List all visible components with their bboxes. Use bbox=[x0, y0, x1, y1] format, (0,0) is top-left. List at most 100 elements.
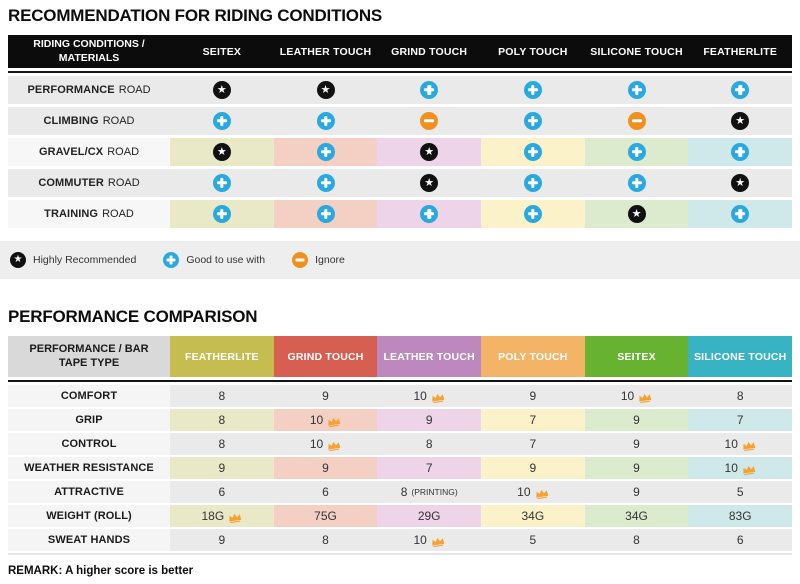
score-cell: 6 bbox=[688, 529, 793, 551]
column-header-grind-touch: GRIND TOUCH bbox=[391, 45, 468, 58]
score-cell: 83G bbox=[688, 505, 793, 527]
minus-icon bbox=[292, 252, 309, 268]
perf-column-header-grind-touch: GRIND TOUCH bbox=[273, 336, 378, 377]
rating-cell bbox=[481, 138, 585, 166]
perf-column-header-leather-touch: LEATHER TOUCH bbox=[377, 336, 482, 377]
minus-icon bbox=[627, 112, 646, 130]
star-icon bbox=[212, 143, 231, 161]
score-value: 9 bbox=[425, 413, 433, 427]
rating-cell bbox=[584, 107, 689, 135]
riding-row-climbing-road: CLIMBING ROAD bbox=[8, 107, 793, 135]
score-value: 10 bbox=[309, 413, 324, 427]
crown-icon bbox=[228, 512, 243, 524]
score-value: 10 bbox=[724, 437, 738, 451]
condition-suffix: ROAD bbox=[118, 84, 151, 96]
legend: Highly Recommended Good to use with Igno… bbox=[0, 241, 800, 279]
score-value: 18G bbox=[201, 509, 225, 523]
score-cell: 9 bbox=[377, 409, 482, 431]
performance-corner-label: PERFORMANCE / BAR TAPE TYPE bbox=[29, 342, 149, 369]
score-value: 6 bbox=[322, 485, 329, 499]
score-cell: 9 bbox=[273, 457, 378, 479]
performance-table-header-row: PERFORMANCE / BAR TAPE TYPE FEATHERLITE … bbox=[8, 336, 793, 377]
score-value: 7 bbox=[529, 437, 537, 451]
legend-label: Good to use with bbox=[186, 254, 266, 266]
condition-name: GRAVEL/CX bbox=[38, 146, 104, 158]
score-value: 10 bbox=[413, 533, 427, 547]
plus-icon bbox=[212, 174, 231, 192]
table-bottom-line bbox=[8, 553, 792, 555]
rating-cell bbox=[170, 76, 274, 104]
perf-row-control: CONTROL 8 10 8 7 9 10 bbox=[8, 433, 793, 455]
perf-row-comfort: COMFORT 8 9 10 9 10 8 bbox=[8, 385, 793, 407]
riding-conditions-table: RIDING CONDITIONS / MATERIALS SEITEX LEA… bbox=[8, 35, 793, 228]
perf-column-header-poly-touch: POLY TOUCH bbox=[481, 336, 585, 377]
rating-cell bbox=[584, 138, 689, 166]
crown-icon bbox=[741, 440, 756, 452]
perf-row-sweat-hands: SWEAT HANDS 9 8 10 5 8 6 bbox=[8, 529, 793, 551]
rating-cell bbox=[584, 169, 689, 197]
score-cell: 10 bbox=[481, 481, 585, 503]
riding-row-commuter-road: COMMUTER ROAD bbox=[8, 169, 793, 197]
column-header-featherlite: FEATHERLITE bbox=[703, 45, 778, 58]
score-cell: 7 bbox=[377, 457, 482, 479]
score-cell: 6 bbox=[170, 481, 274, 503]
remark-text: REMARK: A higher score is better bbox=[8, 565, 194, 577]
row-label: WEIGHT (ROLL) bbox=[8, 505, 170, 527]
performance-comparison-table: PERFORMANCE / BAR TAPE TYPE FEATHERLITE … bbox=[8, 336, 793, 555]
riding-corner-label: RIDING CONDITIONS / MATERIALS bbox=[33, 38, 145, 64]
plus-icon bbox=[212, 205, 231, 223]
score-value: 8 bbox=[218, 389, 226, 403]
score-cell: 34G bbox=[584, 505, 689, 527]
row-label: ATTRACTIVE bbox=[8, 481, 170, 503]
score-cell: 8 bbox=[170, 385, 274, 407]
score-cell: 8 (PRINTING) bbox=[377, 481, 482, 503]
condition-suffix: ROAD bbox=[107, 146, 140, 158]
rating-cell bbox=[481, 200, 585, 228]
rating-cell bbox=[170, 107, 274, 135]
score-value: 8 bbox=[400, 485, 408, 499]
legend-item-highly-recommended: Highly Recommended bbox=[10, 252, 136, 268]
score-cell: 8 bbox=[688, 385, 793, 407]
plus-icon bbox=[420, 81, 439, 99]
perf-row-attractive: ATTRACTIVE 6 6 8 (PRINTING) 10 9 5 bbox=[8, 481, 793, 503]
row-label: GRIP bbox=[8, 409, 170, 431]
crown-icon bbox=[430, 392, 445, 404]
section-title-riding-conditions: RECOMMENDATION FOR RIDING CONDITIONS bbox=[8, 6, 383, 25]
score-value: 8 bbox=[425, 437, 433, 451]
score-cell: 5 bbox=[481, 529, 585, 551]
row-label: WEATHER RESISTANCE bbox=[8, 457, 170, 479]
rating-cell bbox=[688, 76, 793, 104]
star-icon bbox=[10, 252, 26, 268]
score-cell: 10 bbox=[377, 385, 482, 407]
plus-icon bbox=[523, 205, 542, 223]
condition-suffix: ROAD bbox=[102, 115, 135, 127]
crown-icon bbox=[741, 464, 756, 476]
score-cell: 8 bbox=[170, 433, 274, 455]
rating-cell bbox=[377, 138, 482, 166]
crown-icon bbox=[430, 536, 445, 548]
condition-name: PERFORMANCE bbox=[27, 84, 115, 96]
score-cell: 9 bbox=[170, 529, 274, 551]
plus-icon bbox=[316, 112, 335, 130]
star-icon bbox=[420, 174, 439, 192]
score-cell: 10 bbox=[273, 409, 378, 431]
perf-row-weather-resistance: WEATHER RESISTANCE 9 9 7 9 9 10 bbox=[8, 457, 793, 479]
condition-suffix: ROAD bbox=[102, 208, 134, 220]
score-value: 9 bbox=[633, 485, 640, 499]
score-cell: 9 bbox=[584, 481, 689, 503]
rating-cell bbox=[377, 76, 482, 104]
perf-column-header-silicone-touch: SILICONE TOUCH bbox=[688, 336, 793, 377]
rating-cell bbox=[688, 107, 793, 135]
plus-icon bbox=[523, 143, 542, 161]
score-value: 7 bbox=[529, 413, 537, 427]
score-value: 10 bbox=[724, 461, 738, 475]
score-cell: 10 bbox=[377, 529, 482, 551]
score-value: 9 bbox=[218, 461, 226, 475]
score-cell: 9 bbox=[584, 457, 689, 479]
rating-cell bbox=[273, 107, 378, 135]
score-value: 8 bbox=[736, 389, 744, 403]
condition-name: TRAINING bbox=[44, 208, 99, 220]
rating-cell bbox=[377, 169, 482, 197]
rating-cell bbox=[584, 76, 689, 104]
score-cell: 9 bbox=[170, 457, 274, 479]
